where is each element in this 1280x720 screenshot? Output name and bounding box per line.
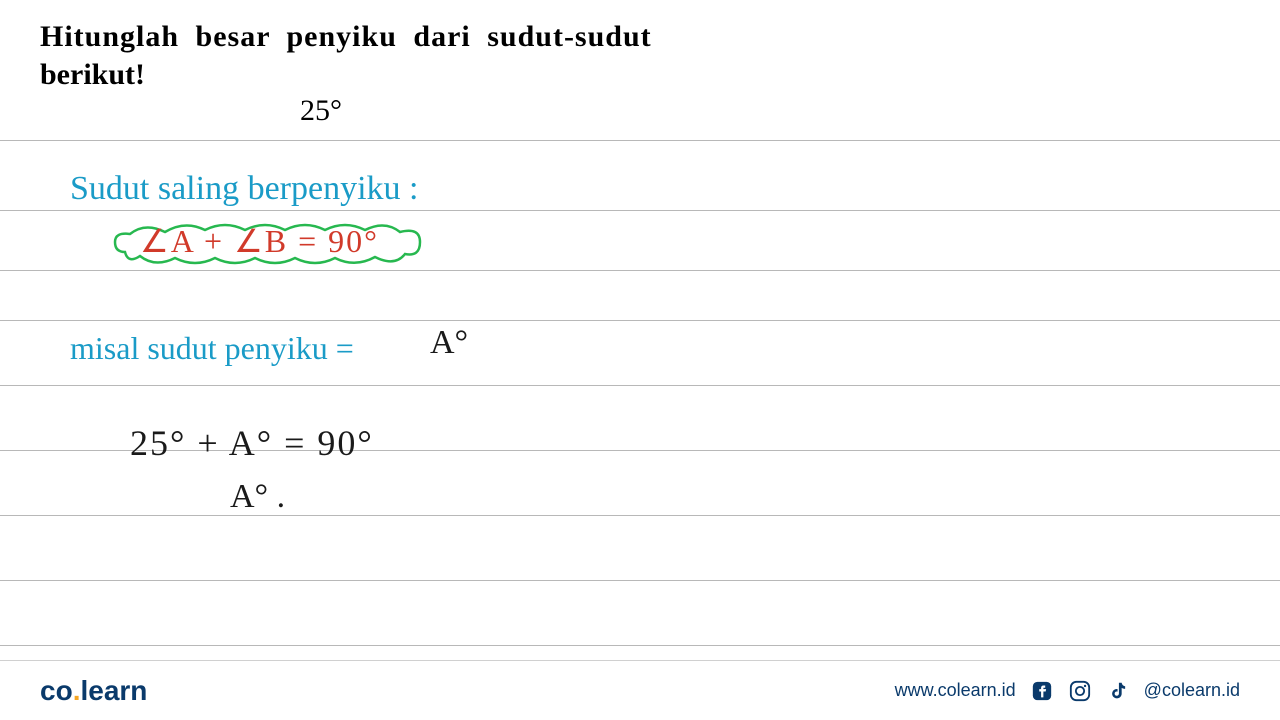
hw-formula: ∠A + ∠B = 90° (140, 222, 379, 260)
logo-learn: learn (80, 675, 147, 706)
rule-line (0, 320, 1280, 321)
hw-title: Sudut saling berpenyiku : (70, 170, 418, 208)
logo: co.learn (40, 675, 147, 707)
rule-line (0, 385, 1280, 386)
rule-line (0, 645, 1280, 646)
hw-misal-blue: misal sudut penyiku = (70, 330, 354, 367)
hw-equation: 25° + A° = 90° (130, 422, 374, 464)
social-handle: @colearn.id (1144, 680, 1240, 701)
facebook-icon (1030, 679, 1054, 703)
logo-co: co (40, 675, 73, 706)
question-line1: Hitunglah besar penyiku dari sudut-sudut (40, 20, 1240, 54)
rule-line (0, 580, 1280, 581)
footer: co.learn www.colearn.id @colearn.id (0, 660, 1280, 720)
tiktok-icon (1106, 679, 1130, 703)
instagram-icon (1068, 679, 1092, 703)
hw-misal-black: A° (430, 324, 468, 362)
rule-line (0, 210, 1280, 211)
rule-line (0, 515, 1280, 516)
rule-line (0, 140, 1280, 141)
question-line2: berikut! (40, 58, 1240, 92)
footer-right: www.colearn.id @colearn.id (895, 679, 1240, 703)
ruled-notebook-area: Sudut saling berpenyiku : ∠A + ∠B = 90° … (0, 140, 1280, 660)
hw-partial: A° . (230, 478, 285, 516)
website-url: www.colearn.id (895, 680, 1016, 701)
question-value: 25° (300, 94, 1240, 128)
